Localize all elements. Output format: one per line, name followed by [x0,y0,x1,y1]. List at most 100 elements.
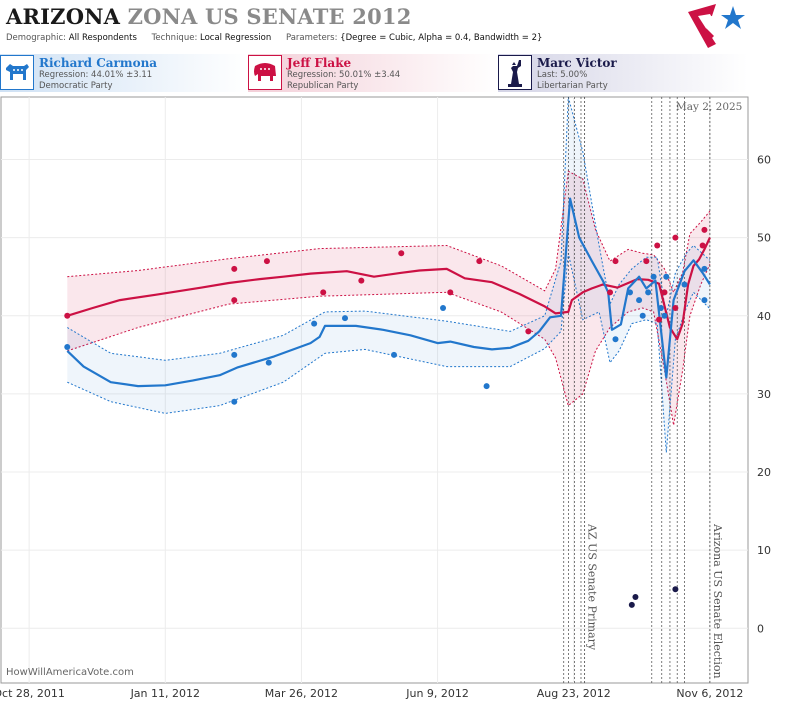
richard-carmona-poll-point [636,297,643,304]
gridlines [1,97,748,683]
statue-of-liberty-icon [498,55,532,90]
jeff-flake-poll-point [643,258,650,265]
candidate-last: Last: 5.00% [537,70,588,80]
jeff-flake-poll-point [672,304,679,311]
x-tick-label: Jun 9, 2012 [405,687,469,700]
elephant-icon [248,55,282,90]
richard-carmona-poll-point [701,297,708,304]
richard-carmona-poll-point [440,304,447,311]
event-label: Arizona US Senate Election [711,523,724,679]
parameters-label: Parameters: [285,33,338,43]
plot-frame [0,96,749,684]
jeff-flake-poll-point [525,328,532,335]
candidate-party: Democratic Party [39,81,113,91]
x-tick-label: Oct 28, 2011 [0,687,65,700]
jeff-flake-band [67,171,710,426]
y-tick-label: 60 [757,154,771,167]
marc-victor-poll-point [628,601,635,608]
richard-carmona-poll-point [701,265,708,272]
richard-carmona-poll-point [342,315,349,322]
title-rest: ZONA US SENATE 2012 [127,4,412,29]
richard-carmona-upper-bound [67,96,711,361]
richard-carmona-poll-point [627,289,634,296]
donkey-icon [0,55,34,90]
y-tick-label: 30 [757,388,771,401]
regression-lines [66,197,711,388]
logo-icon [688,4,745,48]
richard-carmona-poll-point [681,281,688,288]
candidate-victor: Marc Victor Last: 5.00% Libertarian Part… [498,54,748,92]
richard-carmona-poll-point [311,320,318,327]
jeff-flake-poll-point [476,258,483,265]
richard-carmona-poll-point [612,336,619,343]
demographic-value: All Respondents [68,33,137,43]
jeff-flake-poll-point [398,250,405,257]
candidate-flake: Jeff Flake Regression: 50.01% ±3.44 Repu… [248,54,498,92]
confidence-bands [67,96,711,453]
jeff-flake-lower-bound [67,263,711,426]
jeff-flake-poll-point [447,289,454,296]
richard-carmona-poll-point [663,273,670,280]
technique-label: Technique: [151,33,198,43]
y-tick-label: 20 [757,466,771,479]
x-tick-label: Aug 23, 2012 [537,687,611,700]
jeff-flake-poll-point [64,312,71,319]
richard-carmona-regression-line [66,197,711,388]
x-axis-ticks: Oct 28, 2011 Jan 11, 2012 Mar 26, 2012 Jun … [0,687,743,700]
candidate-party: Libertarian Party [537,81,608,91]
jeff-flake-poll-point [654,242,661,249]
candidate-name: Marc Victor [537,56,617,70]
technique-value: Local Regression [200,33,272,43]
richard-carmona-poll-point [661,312,668,319]
jeff-flake-poll-point [701,226,708,233]
richard-carmona-poll-point [645,289,652,296]
page-title: ARIZONA ZONA US SENATE 2012 [6,4,412,29]
richard-carmona-poll-point [657,304,664,311]
jeff-flake-poll-point [607,289,614,296]
jeff-flake-poll-point [672,234,679,241]
jeff-flake-poll-point [320,289,327,296]
richard-carmona-poll-point [650,273,657,280]
candidate-name: Jeff Flake [287,56,352,70]
event-markers: AZ US Senate Primary Arizona US Senate El… [563,97,724,683]
x-tick-label: Mar 26, 2012 [265,687,338,700]
marc-victor-poll-point [632,594,639,601]
date-stamp: May 2, 2025 [676,101,743,113]
poll-points [64,226,708,608]
event-label: AZ US Senate Primary [586,523,599,651]
jeff-flake-poll-point [231,265,238,272]
jeff-flake-poll-point [358,277,365,284]
x-tick-label: Jan 11, 2012 [130,687,200,700]
candidate-party: Republican Party [287,81,359,91]
richard-carmona-poll-point [639,312,646,319]
marc-victor-poll-point [672,586,679,593]
watermark: HowWillAmericaVote.com [6,667,134,678]
jeff-flake-poll-point [656,316,663,323]
richard-carmona-poll-point [64,344,71,351]
candidate-name: Richard Carmona [39,56,158,70]
richard-carmona-poll-point [231,351,238,358]
richard-carmona-poll-point [231,398,238,405]
richard-carmona-poll-point [265,359,272,366]
candidate-regression: Regression: 50.01% ±3.44 [287,70,401,80]
candidate-carmona: Richard Carmona Regression: 44.01% ±3.11… [0,54,248,92]
richard-carmona-band [67,97,710,453]
parameters-value: {Degree = Cubic, Alpha = 0.4, Bandwidth … [340,33,543,43]
y-tick-label: 0 [757,622,764,635]
jeff-flake-poll-point [612,258,619,265]
y-axis-ticks: 0 10 20 30 40 50 60 [757,154,771,636]
header: ARIZONA ZONA US SENATE 2012 Demographic:… [0,0,789,52]
jeff-flake-poll-point [661,289,668,296]
jeff-flake-poll-point [263,258,270,265]
x-tick-label: Nov 6, 2012 [676,687,743,700]
title-state: ARIZONA [6,4,121,29]
jeff-flake-regression-line [66,237,711,341]
y-tick-label: 10 [757,544,771,557]
candidate-regression: Regression: 44.01% ±3.11 [39,70,153,80]
jeff-flake-poll-point [699,242,706,249]
richard-carmona-poll-point [483,383,490,390]
richard-carmona-poll-point [391,351,398,358]
jeff-flake-upper-bound [67,170,711,294]
parameters-line: Demographic: All Respondents Technique: … [6,33,554,43]
